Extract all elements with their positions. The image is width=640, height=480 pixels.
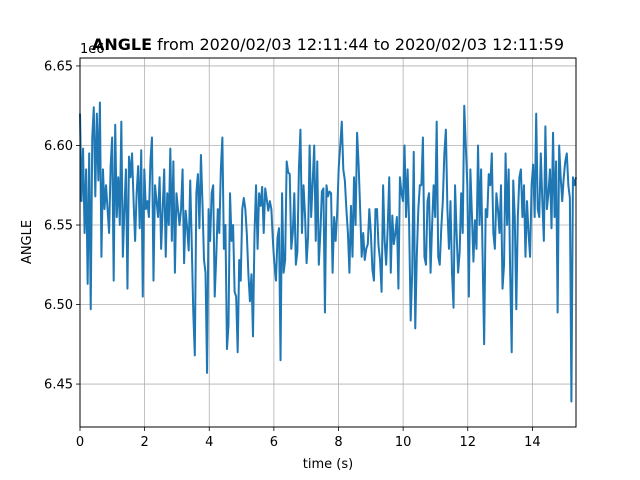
title-bold: ANGLE [92,35,152,54]
x-tick-label: 10 [395,435,412,450]
y-axis-label: ANGLE [20,220,35,264]
y-tick-label: 6.50 [44,298,73,313]
y-tick-label: 6.55 [44,219,73,234]
x-tick-label: 0 [76,435,84,450]
x-tick-label: 8 [334,435,342,450]
y-tick-label: 6.45 [44,378,73,393]
x-tick-label: 6 [270,435,278,450]
x-tick-label: 4 [205,435,213,450]
y-tick-label: 6.65 [44,59,73,74]
x-tick-label: 12 [459,435,476,450]
y-tick-label: 6.60 [44,139,73,154]
x-tick-label: 14 [524,435,541,450]
x-axis-label: time (s) [303,457,353,472]
title-rest: from 2020/02/03 12:11:44 to 2020/02/03 1… [152,35,564,54]
chart-title: ANGLE from 2020/02/03 12:11:44 to 2020/0… [92,35,564,54]
x-tick-label: 2 [140,435,148,450]
